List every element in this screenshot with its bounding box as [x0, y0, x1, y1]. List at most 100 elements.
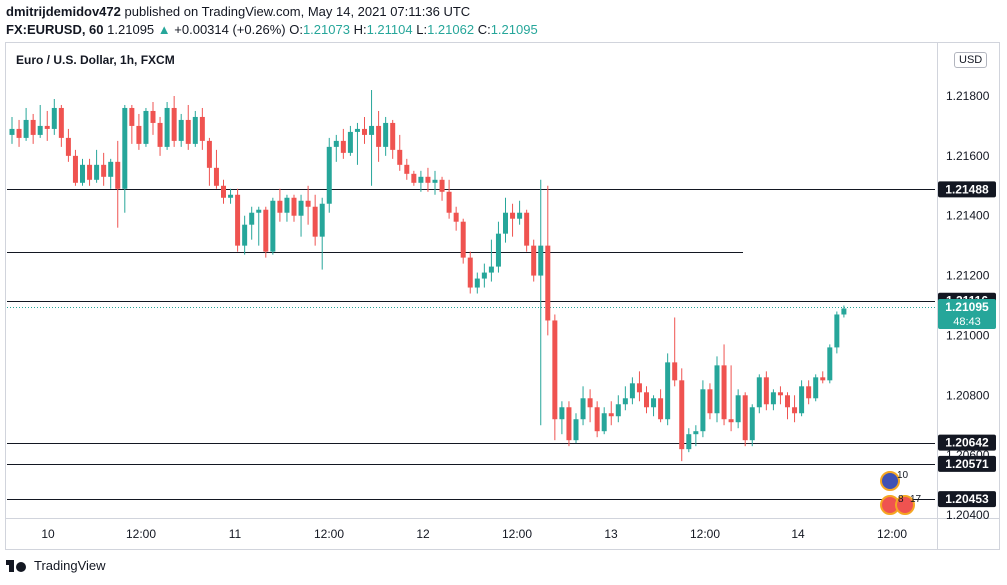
horizontal-levels — [7, 189, 935, 500]
level-price-tag-label: 1.20453 — [945, 492, 989, 506]
candle-body — [418, 176, 424, 183]
time-tick-label: 12:00 — [314, 527, 344, 541]
candle-body — [390, 122, 396, 150]
candle-body — [192, 116, 198, 144]
level-price-tag — [938, 491, 996, 508]
candle-body — [495, 233, 501, 267]
candle-body — [517, 212, 523, 219]
chart-border — [5, 42, 1000, 550]
time-tick-label: 12:00 — [502, 527, 532, 541]
candle-body — [23, 119, 29, 138]
close-label: C: — [477, 22, 491, 37]
publisher-name[interactable]: dmitrijdemidov472 — [6, 4, 121, 19]
high-value: 1.21104 — [366, 22, 413, 37]
time-tick-label: 12:00 — [126, 527, 156, 541]
candle-body — [16, 128, 22, 138]
open-value: 1.21073 — [302, 22, 350, 37]
candle-body — [714, 365, 720, 414]
candle-body — [221, 185, 226, 198]
candle-body — [813, 377, 819, 399]
candle-body — [651, 398, 657, 408]
candle-body — [453, 212, 459, 222]
price-tags: 1.214881.211161.206421.205711.204531.210… — [938, 181, 996, 508]
candle-body — [136, 125, 142, 144]
candle-body — [354, 128, 360, 132]
candle-body — [37, 125, 43, 135]
candle-body — [820, 377, 826, 381]
candle-body — [94, 164, 100, 180]
chart-title: Euro / U.S. Dollar, 1h, FXCM — [16, 53, 175, 67]
candle-body — [728, 419, 734, 423]
candle-body — [552, 320, 558, 420]
candle-body — [432, 179, 438, 183]
candle-body — [150, 110, 156, 123]
candle-body — [601, 413, 607, 432]
candle-body — [693, 431, 699, 435]
event-count-us: 8 — [898, 494, 904, 505]
candles — [9, 90, 847, 462]
price-tick-label: 1.21000 — [946, 328, 990, 342]
candle-body — [178, 119, 184, 141]
up-triangle-icon: ▲ — [157, 22, 171, 37]
time-tick-label: 13 — [604, 527, 618, 541]
level-price-tag — [938, 455, 996, 472]
candle-body — [608, 413, 614, 417]
candle-body — [763, 377, 769, 405]
candle-body — [87, 164, 93, 180]
candle-body — [80, 164, 85, 183]
candle-body — [228, 194, 234, 198]
event-count-eu: 10 — [897, 470, 909, 481]
low-value: 1.21062 — [427, 22, 475, 37]
candle-body — [566, 407, 572, 441]
candle-body — [326, 146, 332, 204]
candle-body — [284, 197, 290, 213]
time-axis: 10 12:00 11 12:00 12 12:00 13 12:00 14 12:00 — [41, 527, 907, 541]
candle-body — [622, 398, 628, 405]
event-badges[interactable]: 10 8 17 — [880, 470, 922, 515]
candle-body — [615, 404, 621, 417]
candle-body — [467, 257, 473, 288]
candle-body — [369, 125, 375, 135]
candle-body — [242, 224, 248, 246]
candle-body — [101, 164, 107, 177]
candle-body — [108, 161, 114, 177]
candle-body — [559, 407, 565, 420]
candle-body — [115, 161, 121, 189]
candle-body — [474, 278, 480, 288]
footer-brand[interactable]: TradingView — [6, 558, 106, 573]
candle-body — [446, 191, 452, 213]
high-label: H: — [353, 22, 367, 37]
candle-body — [298, 200, 304, 216]
candle-body — [644, 392, 649, 408]
candle-body — [742, 395, 748, 441]
candle-body — [65, 137, 71, 156]
candle-body — [460, 221, 466, 258]
candle-body — [319, 203, 325, 237]
candle-body — [72, 155, 78, 183]
time-tick-label: 12:00 — [690, 527, 720, 541]
candle-body — [171, 107, 177, 141]
price-tick-label: 1.21400 — [946, 209, 990, 223]
currency-button[interactable]: USD — [954, 52, 988, 68]
current-price-label: 1.21095 — [945, 300, 989, 314]
candle-body — [510, 212, 516, 219]
eu-flag-icon — [880, 471, 900, 491]
candle-body — [629, 383, 635, 399]
candle-body — [129, 107, 135, 126]
candle-body — [164, 107, 170, 147]
level-price-tag-label: 1.21488 — [945, 182, 989, 196]
candle-body — [312, 206, 318, 237]
time-tick-label: 12:00 — [877, 527, 907, 541]
candle-body — [235, 194, 241, 246]
candle-body — [707, 389, 713, 414]
time-tick-label: 11 — [229, 527, 242, 541]
candle-body — [44, 125, 50, 129]
candle-body — [263, 209, 269, 252]
candle-body — [291, 197, 297, 216]
candle-body — [503, 212, 508, 234]
candle-body — [573, 419, 579, 441]
candle-body — [404, 164, 410, 174]
candle-body — [58, 107, 64, 138]
candlestick-chart[interactable]: 1.21800 1.21600 1.21400 1.21200 1.21000 1.208… — [5, 42, 1000, 550]
candle-body — [672, 362, 678, 381]
